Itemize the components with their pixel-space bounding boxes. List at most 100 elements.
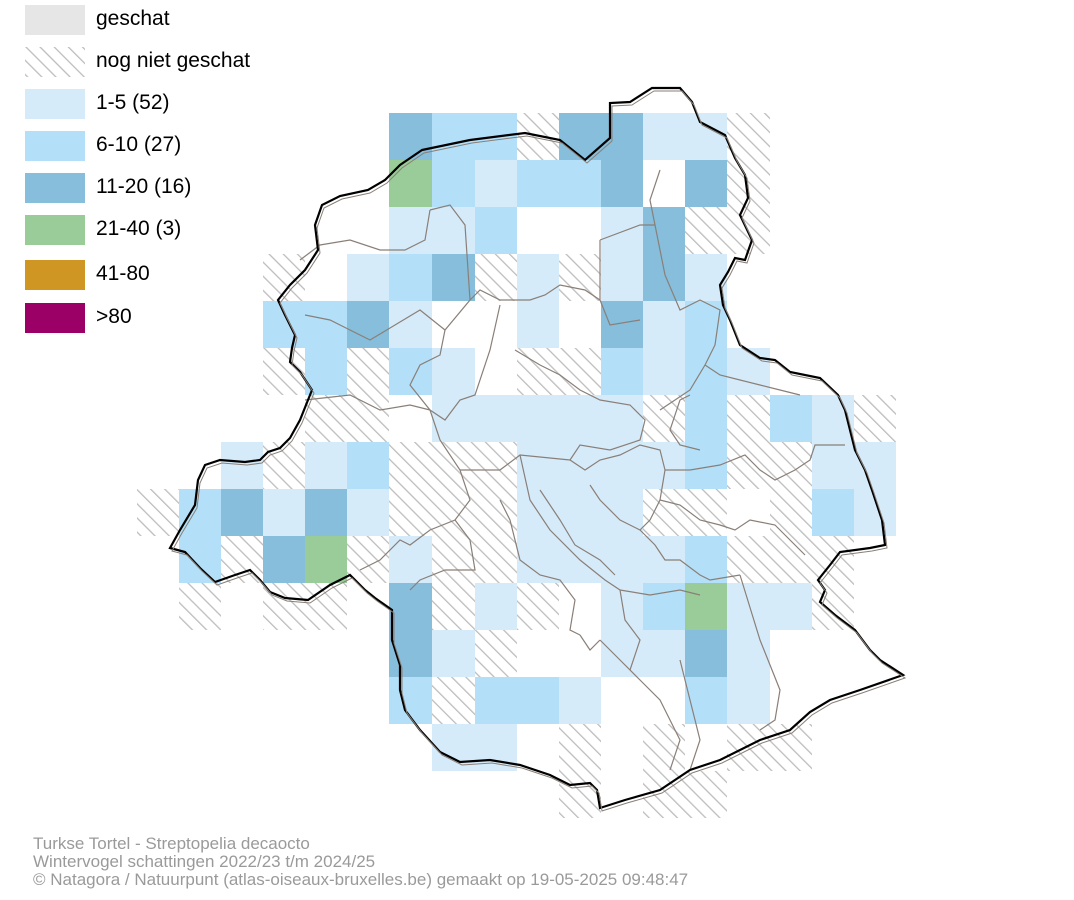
- legend-swatch: [25, 260, 85, 290]
- grid-cell: [727, 583, 770, 630]
- grid-cell: [601, 254, 643, 301]
- grid-cell: [475, 160, 517, 207]
- grid-cell: [685, 254, 727, 301]
- region-border-shadow: [171, 90, 907, 812]
- grid-cell: [389, 348, 432, 395]
- legend-swatch: [25, 131, 85, 161]
- legend-item-21-40: 21-40 (3): [25, 213, 425, 247]
- legend-label: nog niet geschat: [96, 49, 251, 72]
- grid-cell: [432, 395, 475, 442]
- legend-swatch: [25, 89, 85, 119]
- caption-period: Wintervogel schattingen 2022/23 t/m 2024…: [33, 852, 376, 871]
- grid-cell: [517, 677, 559, 724]
- grid-cell: [389, 536, 432, 583]
- grid-cell: [475, 395, 517, 442]
- grid-cell: [727, 536, 770, 583]
- legend-swatch: [25, 215, 85, 245]
- grid-cell: [305, 583, 347, 630]
- grid-cell: [475, 207, 517, 254]
- grid-cell: [685, 207, 727, 254]
- grid-cell: [389, 254, 432, 301]
- grid-cell: [517, 583, 559, 630]
- grid-cell: [643, 301, 685, 348]
- legend-label: >80: [96, 305, 132, 328]
- grid-cell: [559, 677, 601, 724]
- grid-cell: [812, 442, 854, 489]
- grid-cell: [305, 489, 347, 536]
- legend-label: 41-80: [96, 262, 150, 285]
- grid-cell: [432, 160, 475, 207]
- map-caption: Turkse Tortel - Streptopelia decaocto Wi…: [33, 835, 688, 889]
- grid-cell: [475, 254, 517, 301]
- grid-cell: [559, 395, 601, 442]
- grid-cells: [137, 113, 896, 818]
- legend-swatch: [25, 173, 85, 203]
- grid-cell: [559, 254, 601, 301]
- legend-item-1-5: 1-5 (52): [25, 87, 425, 121]
- grid-cell: [559, 442, 601, 489]
- grid-cell: [517, 395, 559, 442]
- grid-cell: [685, 442, 727, 489]
- grid-cell: [685, 489, 727, 536]
- grid-cell: [432, 536, 475, 583]
- caption-species: Turkse Tortel - Streptopelia decaocto: [33, 834, 310, 853]
- grid-cell: [179, 536, 221, 583]
- grid-cell: [475, 677, 517, 724]
- grid-cell: [559, 113, 601, 160]
- grid-cell: [305, 395, 347, 442]
- grid-cell: [389, 489, 432, 536]
- grid-cell: [685, 583, 727, 630]
- grid-cell: [263, 536, 305, 583]
- grid-cell: [601, 630, 643, 677]
- grid-cell: [770, 724, 812, 771]
- legend-swatch: [25, 303, 85, 333]
- grid-cell: [559, 724, 601, 771]
- legend-swatch-hatch: [25, 47, 85, 77]
- grid-cell: [221, 489, 263, 536]
- grid-cell: [812, 489, 854, 536]
- grid-cell: [179, 583, 221, 630]
- region-border: [168, 86, 906, 810]
- grid-cell: [685, 630, 727, 677]
- grid-cell: [727, 442, 770, 489]
- grid-cell: [643, 113, 685, 160]
- grid-cell: [305, 442, 347, 489]
- grid-cell: [432, 489, 475, 536]
- legend-item-80-plus: >80: [25, 301, 425, 335]
- legend-item-6-10: 6-10 (27): [25, 129, 425, 163]
- grid-cell: [137, 489, 179, 536]
- grid-cell: [221, 442, 263, 489]
- grid-cell: [727, 724, 770, 771]
- grid-cell: [643, 254, 685, 301]
- grid-cell: [770, 442, 812, 489]
- grid-cell: [475, 489, 517, 536]
- grid-cell: [389, 113, 432, 160]
- grid-cell: [727, 113, 770, 160]
- grid-cell: [517, 254, 559, 301]
- grid-cell: [643, 489, 685, 536]
- grid-cell: [263, 442, 305, 489]
- grid-cell: [727, 160, 770, 207]
- grid-cell: [685, 113, 727, 160]
- grid-cell: [517, 442, 559, 489]
- legend-label: 1-5 (52): [96, 91, 170, 114]
- legend-label: 6-10 (27): [96, 133, 182, 156]
- grid-cell: [347, 301, 389, 348]
- grid-cell: [559, 771, 601, 818]
- legend-label: geschat: [96, 7, 170, 30]
- grid-cell: [432, 348, 475, 395]
- legend-label: 11-20 (16): [96, 175, 192, 198]
- grid-cell: [432, 113, 475, 160]
- grid-cell: [643, 724, 685, 771]
- grid-cell: [601, 536, 643, 583]
- grid-cell: [601, 301, 643, 348]
- grid-cell: [432, 630, 475, 677]
- grid-cell: [389, 583, 432, 630]
- grid-cell: [517, 536, 559, 583]
- grid-cell: [389, 207, 432, 254]
- grid-cell: [601, 348, 643, 395]
- grid-cell: [263, 489, 305, 536]
- caption-credits: © Natagora / Natuurpunt (atlas-oiseaux-b…: [33, 870, 689, 889]
- grid-cell: [601, 395, 643, 442]
- grid-cell: [854, 442, 896, 489]
